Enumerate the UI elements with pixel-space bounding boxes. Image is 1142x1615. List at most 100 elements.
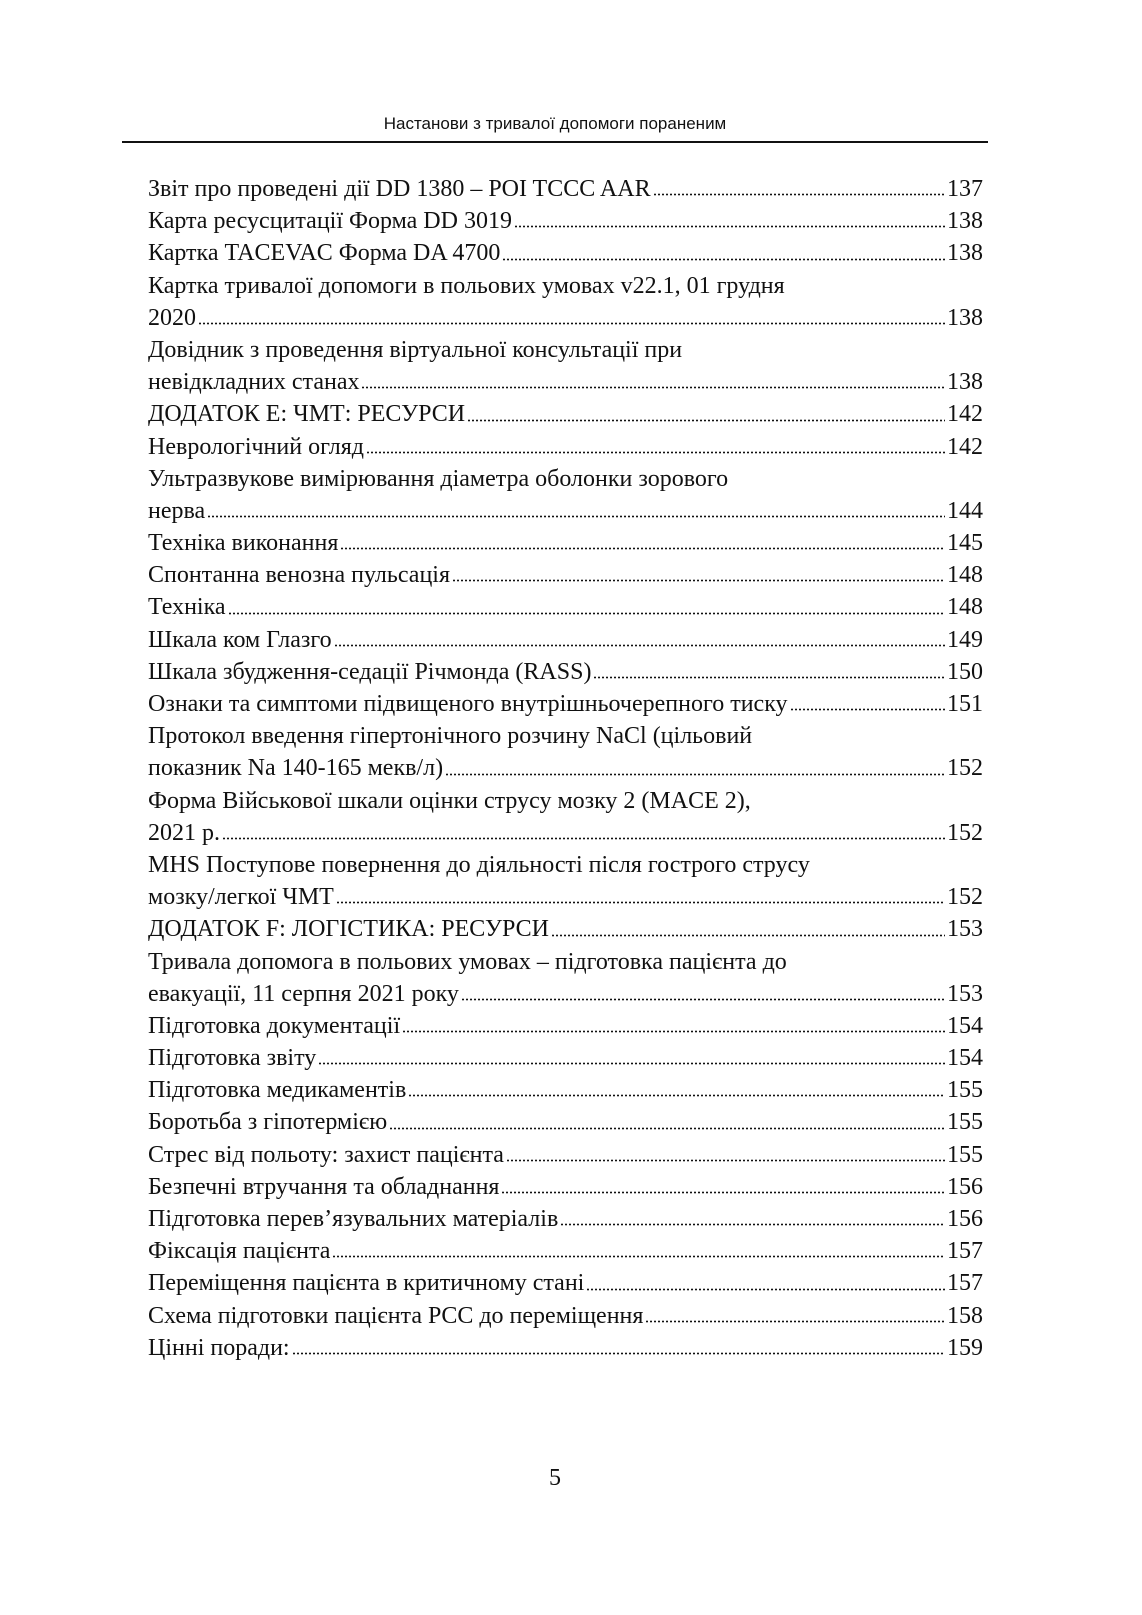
dot-leader	[645, 1299, 945, 1323]
entry-text: 2021 р.	[148, 819, 220, 846]
page-ref: 138	[947, 208, 983, 235]
page-ref: 156	[947, 1206, 983, 1232]
dot-leader	[389, 1106, 945, 1130]
page-ref: 138	[947, 369, 983, 396]
entry-text: Техніка виконання	[148, 530, 339, 557]
page-ref: 138	[947, 304, 983, 331]
toc-line: мозку/легкої ЧМТ 152	[148, 881, 983, 913]
page-ref: 157	[947, 1270, 983, 1297]
dot-leader	[198, 301, 945, 325]
toc-line: Ознаки та симптоми підвищеного внутрішнь…	[148, 688, 983, 720]
page-ref: 144	[947, 497, 983, 524]
toc-line: Цінні поради: 159	[148, 1331, 983, 1364]
dot-leader	[513, 205, 945, 229]
page-ref: 153	[947, 916, 983, 943]
toc-line: Карта ресусцитації Форма DD 3019 138	[148, 205, 983, 237]
page-ref: 155	[947, 1141, 983, 1168]
entry-text: Звіт про проведені дії DD 1380 – POI TCC…	[148, 176, 651, 202]
toc-line: Фіксація пацієнта 157	[148, 1235, 983, 1267]
page-ref: 155	[947, 1077, 983, 1104]
dot-leader	[361, 366, 945, 390]
dot-leader	[340, 527, 945, 551]
toc-line: 2020 138	[148, 301, 983, 334]
entry-text: 2020	[148, 304, 196, 331]
page-ref: 154	[947, 1045, 983, 1072]
toc-line: Безпечні втручання та обладнання 156	[148, 1170, 983, 1203]
entry-text: Форма Військової шкали оцінки струсу моз…	[148, 787, 751, 814]
entry-text: Довідник з проведення віртуальної консул…	[148, 336, 683, 363]
dot-leader	[318, 1042, 945, 1066]
dot-leader	[502, 237, 945, 261]
toc-line: Стрес від польоту: захист пацієнта 155	[148, 1138, 983, 1171]
dot-leader	[789, 688, 945, 712]
toc-line: нерва 144	[148, 494, 983, 527]
header-rule	[122, 141, 988, 143]
toc-line: Шкала збудження-седації Річмонда (RASS) 1…	[148, 655, 983, 688]
dot-leader	[460, 977, 945, 1001]
dot-leader	[501, 1170, 945, 1194]
page-ref: 148	[947, 562, 983, 589]
dot-leader	[207, 494, 945, 519]
entry-text: Шкала збудження-седації Річмонда (RASS)	[148, 658, 592, 685]
dot-leader	[222, 816, 945, 840]
toc-line: ДОДАТОК E: ЧМТ: РЕСУРСИ 142	[148, 398, 983, 430]
entry-text: Картка TACEVAC Форма DA 4700	[148, 240, 501, 267]
dot-leader	[335, 881, 945, 905]
page-ref: 151	[947, 691, 983, 717]
entry-text: Цінні поради:	[148, 1334, 290, 1361]
page-ref: 148	[947, 594, 983, 621]
page-ref: 152	[947, 884, 983, 911]
toc-line: Техніка 148	[148, 591, 983, 623]
toc-line: евакуації, 11 серпня 2021 року 153	[148, 977, 983, 1010]
entry-text: нерва	[148, 497, 206, 524]
entry-text: Схема підготовки пацієнта PCC до переміщ…	[148, 1302, 644, 1329]
entry-text: Протокол введення гіпертонічного розчину…	[148, 723, 753, 750]
toc-line: Довідник з проведення віртуальної консул…	[148, 334, 983, 366]
toc-line: Підготовка перев’язувальних матеріалів 15…	[148, 1203, 983, 1235]
dot-leader	[505, 1138, 945, 1162]
page-ref: 158	[947, 1302, 983, 1329]
toc-line: Спонтанна венозна пульсація 148	[148, 559, 983, 591]
entry-text: Стрес від польоту: захист пацієнта	[148, 1141, 504, 1168]
toc-line: Підготовка медикаментів 155	[148, 1074, 983, 1106]
page-ref: 137	[947, 176, 983, 202]
page-ref: 142	[947, 401, 983, 428]
toc-line: Картка тривалої допомоги в польових умов…	[148, 270, 983, 302]
entry-text: Фіксація пацієнта	[148, 1238, 331, 1265]
dot-leader	[550, 913, 945, 937]
dot-leader	[452, 559, 945, 583]
toc-line: Ультразвукове вимірювання діаметра оболо…	[148, 463, 983, 495]
toc-line: Боротьба з гіпотермією 155	[148, 1106, 983, 1138]
page-ref: 157	[947, 1238, 983, 1265]
page-ref: 138	[947, 240, 983, 267]
toc-line: Звіт про проведені дії DD 1380 – POI TCC…	[148, 173, 983, 205]
entry-text: Підготовка перев’язувальних матеріалів	[148, 1206, 559, 1232]
page-ref: 159	[947, 1334, 983, 1361]
toc-line: Підготовка документації 154	[148, 1009, 983, 1042]
page-ref: 145	[947, 530, 983, 557]
entry-text: Неврологічний огляд	[148, 433, 364, 460]
page-ref: 149	[947, 626, 983, 653]
toc-line: Підготовка звіту 154	[148, 1042, 983, 1074]
entry-text: Боротьба з гіпотермією	[148, 1109, 388, 1136]
toc-line: 2021 р. 152	[148, 816, 983, 849]
entry-text: Шкала ком Глазго	[148, 626, 332, 653]
entry-text: Підготовка медикаментів	[148, 1077, 407, 1104]
toc-line: показник Na 140-165 мекв/л) 152	[148, 752, 983, 784]
toc-line: Шкала ком Глазго 149	[148, 623, 983, 656]
dot-leader	[332, 1235, 945, 1259]
running-header: Настанови з тривалої допомоги пораненим	[383, 114, 727, 133]
dot-leader	[560, 1203, 945, 1227]
toc-line: Картка TACEVAC Форма DA 4700 138	[148, 237, 983, 269]
dot-leader	[445, 752, 945, 776]
toc-line: ДОДАТОК F: ЛОГІСТИКА: РЕСУРСИ 153	[148, 913, 983, 945]
dot-leader	[408, 1074, 945, 1098]
page-ref: 150	[947, 658, 983, 685]
dot-leader	[227, 591, 945, 615]
page-ref: 142	[947, 433, 983, 460]
dot-leader	[402, 1009, 945, 1034]
toc-line: невідкладних станах 138	[148, 366, 983, 398]
entry-text: Карта ресусцитації Форма DD 3019	[148, 208, 512, 235]
entry-text: Переміщення пацієнта в критичному стані	[148, 1270, 585, 1297]
